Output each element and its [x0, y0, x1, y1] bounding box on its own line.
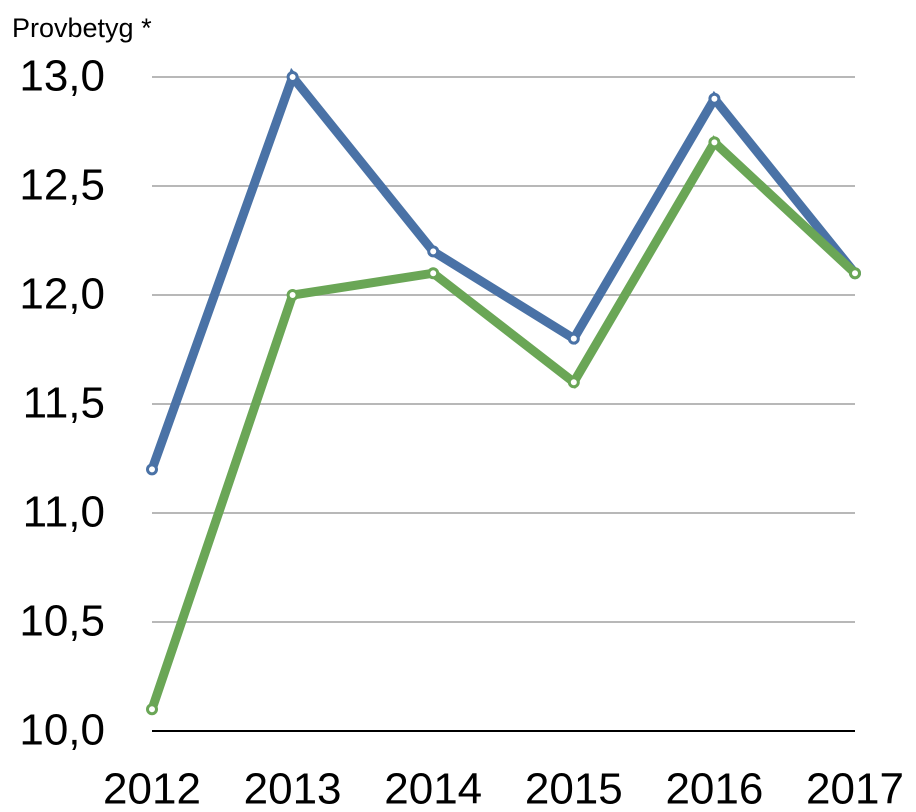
point-marker [427, 245, 440, 258]
y-tick-label: 11,5 [23, 379, 105, 428]
point-marker [567, 332, 580, 345]
point-marker [146, 703, 158, 716]
x-tick-label: 2016 [665, 765, 763, 812]
x-tick-label: 2014 [384, 765, 482, 812]
point-marker [146, 463, 158, 476]
series-line [147, 135, 859, 711]
point-marker [427, 267, 440, 280]
y-tick-label: 12,5 [19, 161, 105, 210]
y-tick-label: 10,0 [19, 706, 105, 755]
chart-title: Provbetyg * [12, 13, 152, 43]
y-tick-label: 12,0 [19, 270, 105, 319]
point-marker [286, 71, 299, 83]
y-tick-label: 13,0 [19, 52, 105, 101]
x-tick-label: 2013 [244, 765, 342, 812]
x-tick-label: 2012 [103, 765, 201, 812]
series-line [147, 67, 859, 471]
point-marker [286, 289, 299, 301]
y-tick-label: 11,0 [23, 488, 105, 537]
y-tick-label: 10,5 [19, 597, 105, 646]
point-marker [567, 376, 580, 389]
point-marker [708, 92, 721, 105]
point-marker [708, 136, 721, 149]
x-tick-label: 2017 [806, 765, 904, 812]
x-tick-label: 2015 [525, 765, 623, 812]
point-marker [849, 267, 861, 280]
